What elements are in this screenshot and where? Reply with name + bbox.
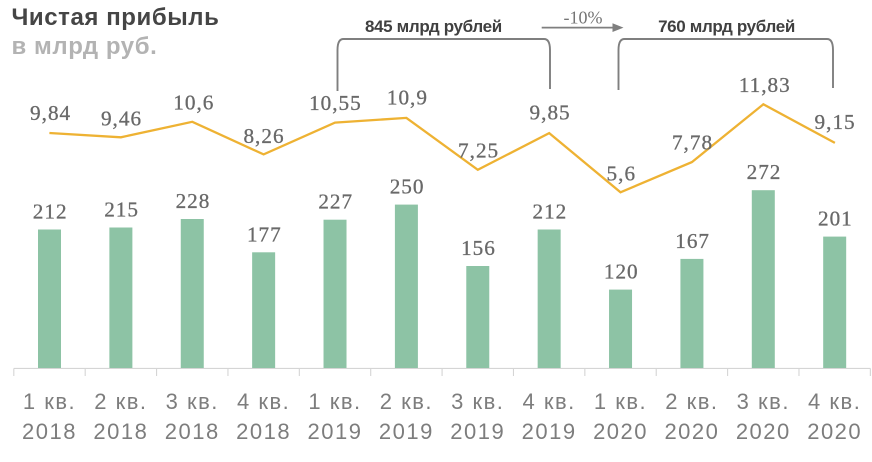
- svg-text:4 кв.: 4 кв.: [808, 389, 861, 414]
- svg-text:Чистая прибыль: Чистая прибыль: [12, 4, 220, 31]
- svg-text:272: 272: [747, 160, 782, 184]
- svg-text:120: 120: [604, 260, 639, 284]
- svg-text:3 кв.: 3 кв.: [737, 389, 790, 414]
- svg-text:228: 228: [176, 189, 211, 213]
- svg-text:2019: 2019: [522, 419, 577, 444]
- svg-text:212: 212: [532, 200, 567, 224]
- svg-text:2019: 2019: [308, 419, 363, 444]
- svg-text:1 кв.: 1 кв.: [23, 389, 76, 414]
- svg-text:2018: 2018: [93, 419, 148, 444]
- svg-text:2020: 2020: [807, 419, 862, 444]
- svg-text:7,25: 7,25: [458, 138, 499, 162]
- svg-text:2018: 2018: [22, 419, 77, 444]
- svg-text:3 кв.: 3 кв.: [166, 389, 219, 414]
- svg-text:4 кв.: 4 кв.: [523, 389, 576, 414]
- svg-text:2019: 2019: [379, 419, 434, 444]
- svg-text:7,78: 7,78: [672, 130, 713, 154]
- svg-text:10,55: 10,55: [309, 91, 362, 115]
- svg-text:2 кв.: 2 кв.: [380, 389, 433, 414]
- svg-text:156: 156: [461, 236, 496, 260]
- svg-text:3 кв.: 3 кв.: [451, 389, 504, 414]
- svg-text:2020: 2020: [593, 419, 648, 444]
- svg-text:9,85: 9,85: [530, 101, 571, 125]
- svg-text:201: 201: [818, 207, 853, 231]
- svg-text:5,6: 5,6: [607, 161, 636, 185]
- svg-text:212: 212: [33, 200, 68, 224]
- svg-text:10,6: 10,6: [173, 91, 214, 115]
- svg-text:250: 250: [390, 175, 425, 199]
- svg-text:2 кв.: 2 кв.: [665, 389, 718, 414]
- svg-text:167: 167: [675, 229, 710, 253]
- svg-text:177: 177: [247, 222, 282, 246]
- svg-text:1 кв.: 1 кв.: [594, 389, 647, 414]
- svg-text:2 кв.: 2 кв.: [94, 389, 147, 414]
- svg-text:в млрд руб.: в млрд руб.: [12, 33, 158, 60]
- svg-text:9,84: 9,84: [30, 101, 71, 125]
- svg-text:2018: 2018: [165, 419, 220, 444]
- svg-text:760 млрд рублей: 760 млрд рублей: [658, 17, 795, 36]
- svg-text:10,9: 10,9: [387, 86, 428, 110]
- svg-text:215: 215: [104, 198, 139, 222]
- svg-text:2020: 2020: [736, 419, 791, 444]
- svg-text:4 кв.: 4 кв.: [237, 389, 290, 414]
- svg-text:2020: 2020: [664, 419, 719, 444]
- svg-text:-10%: -10%: [564, 8, 603, 28]
- svg-text:2019: 2019: [450, 419, 505, 444]
- svg-text:8,26: 8,26: [243, 124, 284, 148]
- svg-text:845 млрд рублей: 845 млрд рублей: [365, 17, 502, 36]
- svg-text:1 кв.: 1 кв.: [308, 389, 361, 414]
- svg-text:11,83: 11,83: [739, 73, 791, 97]
- svg-text:9,15: 9,15: [815, 110, 856, 134]
- svg-text:2018: 2018: [236, 419, 291, 444]
- svg-text:227: 227: [318, 190, 353, 214]
- svg-text:9,46: 9,46: [101, 107, 142, 131]
